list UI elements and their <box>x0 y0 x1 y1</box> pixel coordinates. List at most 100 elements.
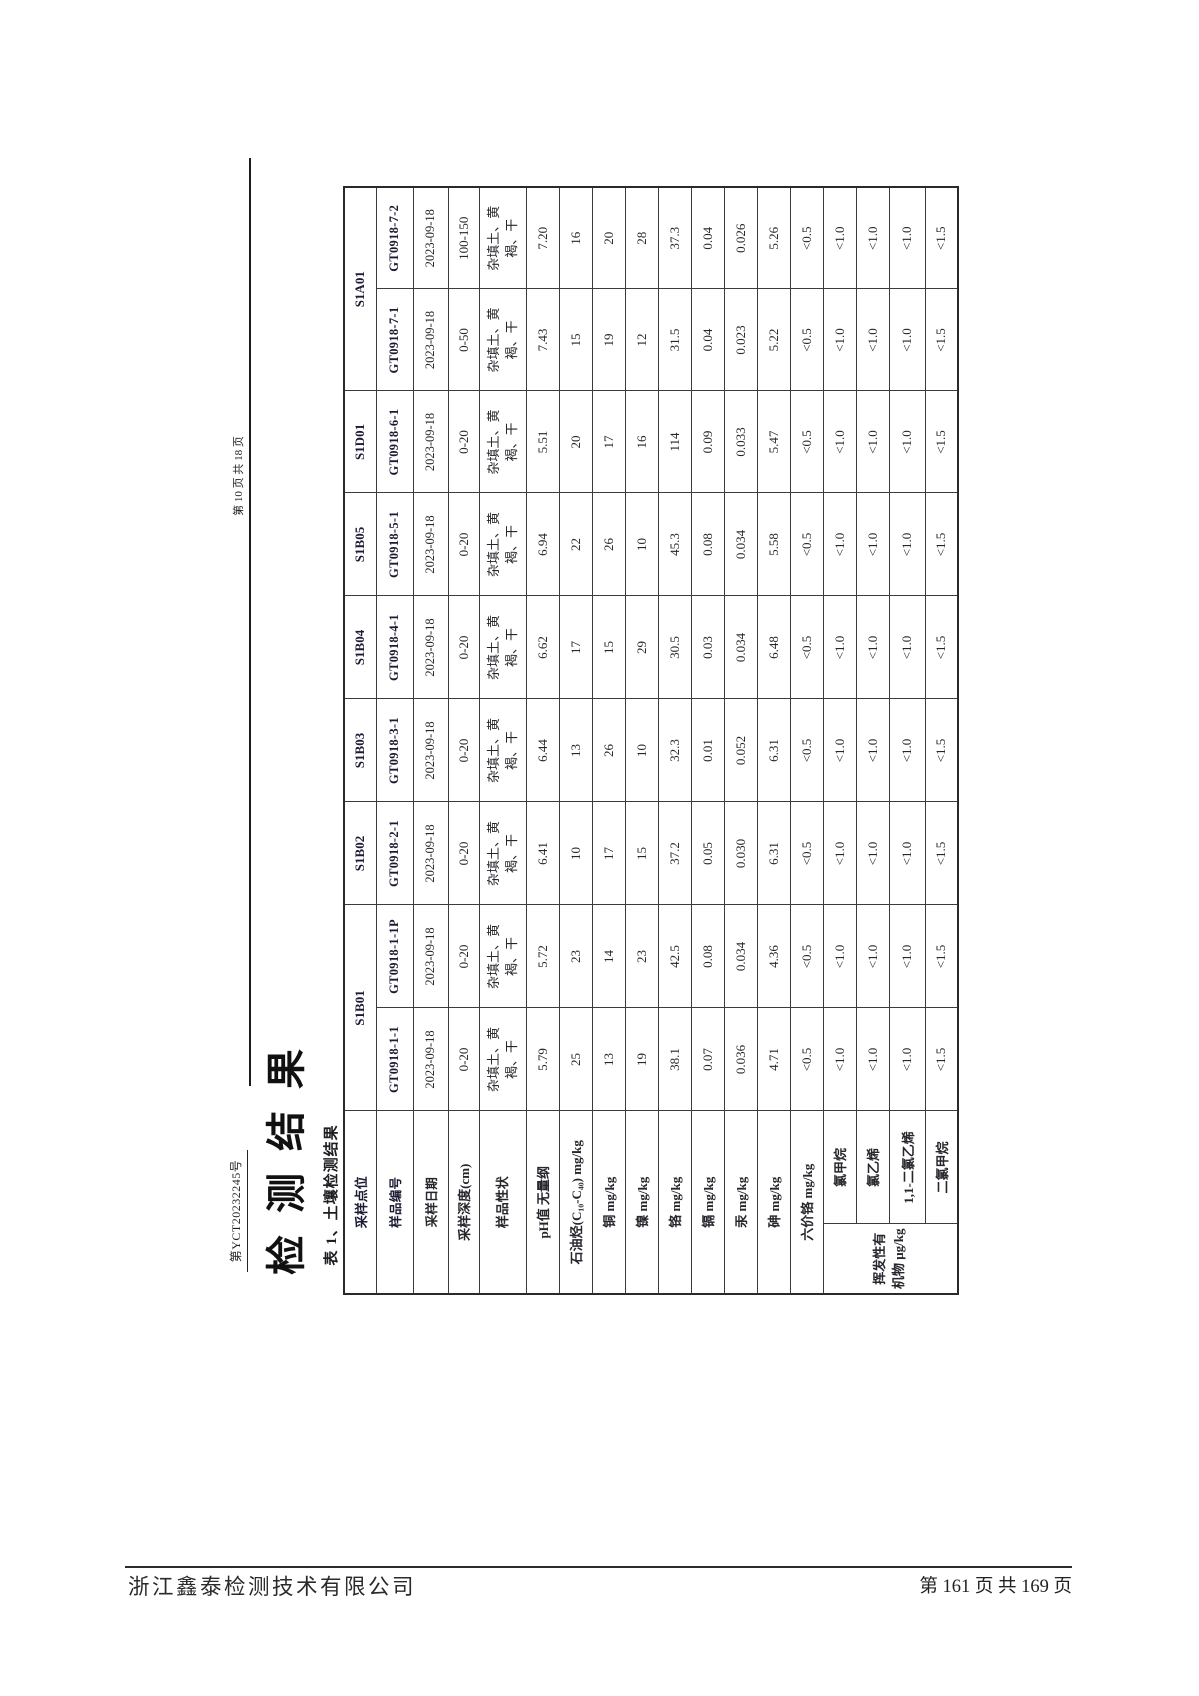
value-cell: GT0918-4-1 <box>376 595 413 699</box>
value-cell: 2023-09-18 <box>413 801 448 905</box>
value-cell: 杂填土、黄褐、干 <box>479 1007 526 1111</box>
value-cell: 5.58 <box>757 492 790 596</box>
value-cell: 杂填土、黄褐、干 <box>479 186 526 289</box>
row-copper: 铜 mg/kg 13 14 17 26 15 26 17 19 20 <box>592 186 625 1294</box>
row-dichloroethylene: 1,1-二氯乙烯 <1.0 <1.0 <1.0 <1.0 <1.0 <1.0 <1.0 <1.… <box>889 186 925 1294</box>
value-cell: GT0918-7-1 <box>376 288 413 391</box>
value-cell: <0.5 <box>790 492 823 596</box>
value-cell: <1.0 <box>889 390 925 493</box>
footer-company: 浙江鑫泰检测技术有限公司 <box>128 1575 417 1599</box>
value-cell: 5.79 <box>526 1007 559 1111</box>
value-cell: 15 <box>559 288 592 391</box>
report-number: 第YCT20232245号 <box>227 1150 248 1272</box>
value-cell: 23 <box>559 904 592 1008</box>
value-cell: 15 <box>625 801 658 905</box>
value-cell: 32.3 <box>658 698 691 802</box>
row-location: 采样点位 S1B01 S1B02 S1B03 S1B04 S1B05 S1D01… <box>344 186 376 1294</box>
row-texture: 样品性状 杂填土、黄褐、干 杂填土、黄褐、干 杂填土、黄褐、干 杂填土、黄褐、干 杂填土… <box>479 186 526 1294</box>
value-cell: 28 <box>625 186 658 289</box>
value-cell: <1.5 <box>925 390 958 493</box>
rotated-header-rule <box>249 158 252 1086</box>
value-cell: <1.0 <box>889 1007 925 1111</box>
footer-page-info: 第 161 页 共 169 页 <box>919 1577 1072 1597</box>
row-dichloromethane: 二氯甲烷 <1.5 <1.5 <1.5 <1.5 <1.5 <1.5 <1.5 <1.5 <1.… <box>925 186 958 1294</box>
value-cell: 10 <box>625 492 658 596</box>
value-cell: <1.0 <box>823 288 856 391</box>
row-cadmium: 镉 mg/kg 0.07 0.08 0.05 0.01 0.03 0.08 0.09 0.04… <box>691 186 724 1294</box>
value-cell: <1.5 <box>925 492 958 596</box>
value-cell: 45.3 <box>658 492 691 596</box>
value-cell: <1.0 <box>856 1007 889 1111</box>
value-cell: 杂填土、黄褐、干 <box>479 288 526 391</box>
row-label: 汞 mg/kg <box>724 1110 757 1294</box>
value-cell: <1.0 <box>823 390 856 493</box>
row-label: 铬 mg/kg <box>658 1110 691 1294</box>
value-cell: 100-150 <box>448 186 479 289</box>
soil-results-table: 采样点位 S1B01 S1B02 S1B03 S1B04 S1B05 S1D01… <box>343 185 959 1295</box>
value-cell: 2023-09-18 <box>413 390 448 493</box>
value-cell: 6.44 <box>526 698 559 802</box>
value-cell: 0-20 <box>448 492 479 596</box>
value-cell: 0-20 <box>448 390 479 493</box>
value-cell: GT0918-2-1 <box>376 801 413 905</box>
report-number-text: 第YCT20232245号 <box>227 1150 248 1272</box>
value-cell: 杂填土、黄褐、干 <box>479 492 526 596</box>
value-cell: <1.5 <box>925 698 958 802</box>
row-ph: pH值 无量纲 5.79 5.72 6.41 6.44 6.62 6.94 5.51 7.43… <box>526 186 559 1294</box>
value-cell: 19 <box>592 288 625 391</box>
value-cell: 25 <box>559 1007 592 1111</box>
row-label: 铜 mg/kg <box>592 1110 625 1294</box>
row-vinyl-chloride: 氯乙烯 <1.0 <1.0 <1.0 <1.0 <1.0 <1.0 <1.0 <1.0 <1.0 <box>856 186 889 1294</box>
value-cell: 22 <box>559 492 592 596</box>
row-hexavalent-chromium: 六价铬 mg/kg <0.5 <0.5 <0.5 <0.5 <0.5 <0.5 <0.5 <0… <box>790 186 823 1294</box>
value-cell: <1.0 <box>889 801 925 905</box>
value-cell: 30.5 <box>658 595 691 699</box>
value-cell: <0.5 <box>790 595 823 699</box>
location-cell: S1B01 <box>344 904 376 1111</box>
value-cell: 12 <box>625 288 658 391</box>
value-cell: 6.94 <box>526 492 559 596</box>
value-cell: GT0918-5-1 <box>376 492 413 596</box>
row-label: 石油烃(C₁₀-C₄₀) mg/kg <box>559 1110 592 1294</box>
row-label: 样品编号 <box>376 1110 413 1294</box>
value-cell: 38.1 <box>658 1007 691 1111</box>
value-cell: 6.48 <box>757 595 790 699</box>
page-title-text: 检测结果 <box>264 1027 309 1275</box>
value-cell: 4.71 <box>757 1007 790 1111</box>
value-cell: <1.0 <box>823 698 856 802</box>
value-cell: 2023-09-18 <box>413 1007 448 1111</box>
value-cell: 20 <box>592 186 625 289</box>
value-cell: 0-20 <box>448 698 479 802</box>
row-label: pH值 无量纲 <box>526 1110 559 1294</box>
row-chromium: 铬 mg/kg 38.1 42.5 37.2 32.3 30.5 45.3 114 31.5 3… <box>658 186 691 1294</box>
value-cell: 0.07 <box>691 1007 724 1111</box>
value-cell: 0.052 <box>724 698 757 802</box>
location-cell: S1D01 <box>344 390 376 493</box>
value-cell: 29 <box>625 595 658 699</box>
value-cell: 42.5 <box>658 904 691 1008</box>
value-cell: 0.033 <box>724 390 757 493</box>
row-sample-id: 样品编号 GT0918-1-1 GT0918-1-1P GT0918-2-1 GT09… <box>376 186 413 1294</box>
value-cell: <1.0 <box>889 288 925 391</box>
row-arsenic: 砷 mg/kg 4.71 4.36 6.31 6.31 6.48 5.58 5.47 5.22… <box>757 186 790 1294</box>
rotated-table-area: 采样点位 S1B01 S1B02 S1B03 S1B04 S1B05 S1D01… <box>343 185 959 1295</box>
value-cell: 0.030 <box>724 801 757 905</box>
value-cell: <0.5 <box>790 390 823 493</box>
location-cell: S1B02 <box>344 801 376 905</box>
value-cell: <0.5 <box>790 288 823 391</box>
value-cell: <1.5 <box>925 1007 958 1111</box>
value-cell: 26 <box>592 698 625 802</box>
row-label: 采样点位 <box>344 1110 376 1294</box>
value-cell: 17 <box>592 801 625 905</box>
value-cell: 14 <box>592 904 625 1008</box>
value-cell: <1.0 <box>889 698 925 802</box>
sheet-page-counter: 第 10 页 共 18 页 <box>231 420 247 532</box>
value-cell: 16 <box>625 390 658 493</box>
value-cell: <1.0 <box>823 1007 856 1111</box>
value-cell: 0.01 <box>691 698 724 802</box>
value-cell: 2023-09-18 <box>413 904 448 1008</box>
value-cell: 37.2 <box>658 801 691 905</box>
voc-group-label: 挥发性有机物 μg/kg <box>823 1224 958 1294</box>
row-label: 采样日期 <box>413 1110 448 1294</box>
